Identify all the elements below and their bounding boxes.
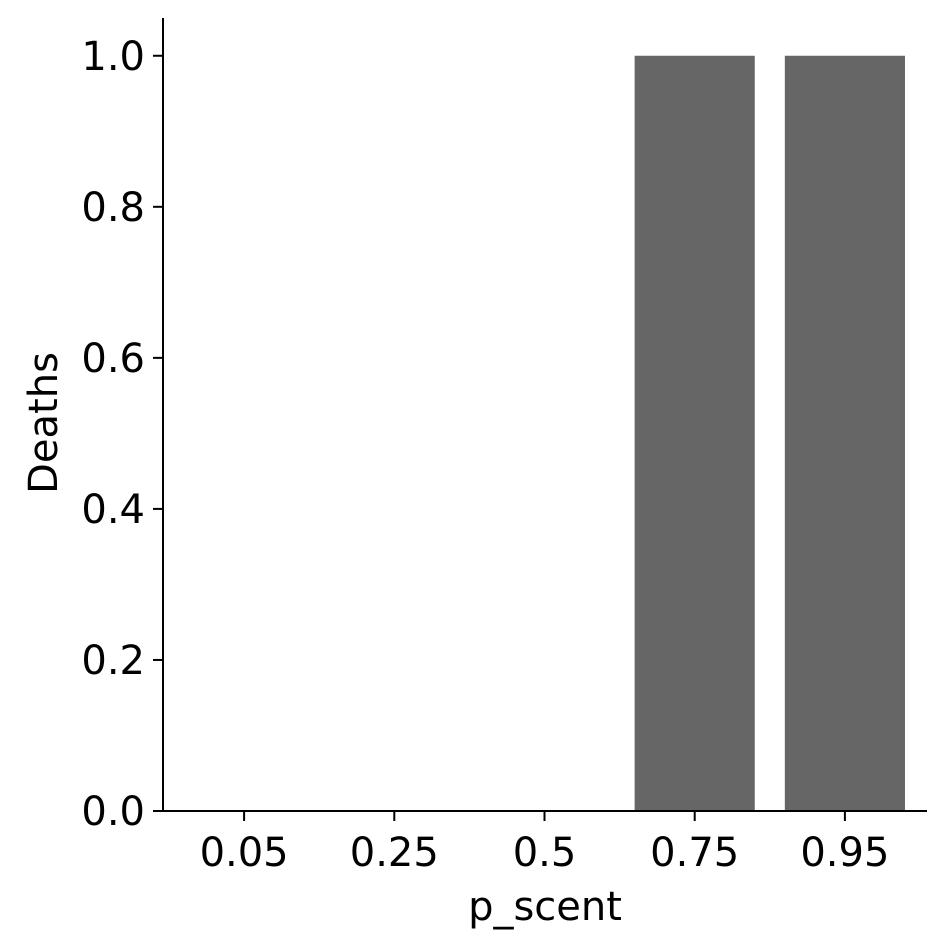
x-tick-label: 0.75: [650, 830, 739, 876]
x-tick-label: 0.95: [800, 830, 889, 876]
y-axis-ticks: 0.0 0.2 0.4 0.6 0.8 1.0: [81, 34, 163, 835]
x-tick-label: 0.25: [350, 830, 439, 876]
y-tick-label: 1.0: [81, 34, 145, 80]
y-tick-label: 0.4: [81, 487, 145, 533]
bar-0.95: [784, 55, 905, 812]
bar-0.75: [634, 55, 755, 812]
y-tick-label: 0.2: [81, 638, 145, 684]
x-axis-ticks: 0.05 0.25 0.5 0.75 0.95: [200, 811, 889, 876]
bars-group: [634, 55, 905, 812]
y-tick-label: 0.0: [81, 789, 145, 835]
y-axis-label: Deaths: [21, 352, 67, 494]
y-tick-label: 0.8: [81, 185, 145, 231]
x-tick-label: 0.05: [200, 830, 289, 876]
x-axis-label: p_scent: [468, 884, 622, 930]
y-tick-label: 0.6: [81, 336, 145, 382]
x-tick-label: 0.5: [513, 830, 577, 876]
